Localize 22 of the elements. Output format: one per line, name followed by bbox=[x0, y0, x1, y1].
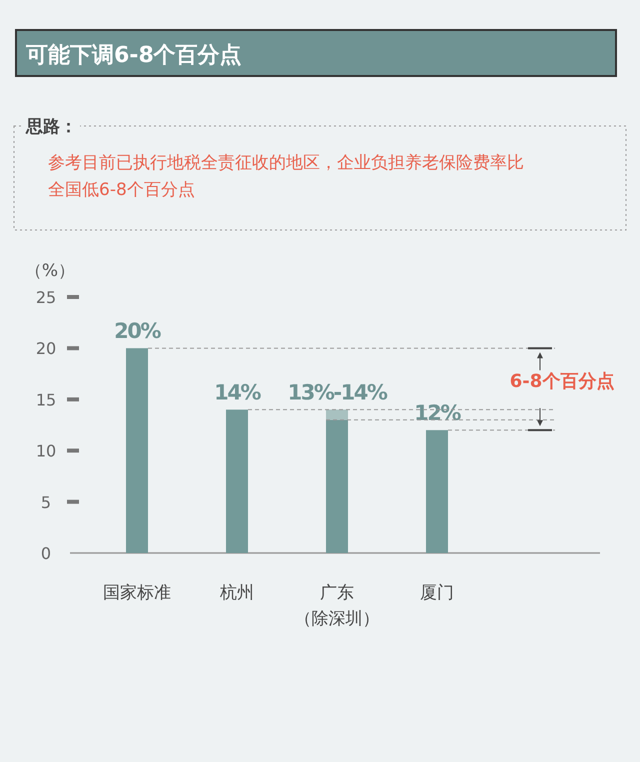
y-tick-label: 10 bbox=[36, 442, 56, 461]
y-tick-label: 5 bbox=[40, 492, 52, 512]
y-tick-label: 15 bbox=[36, 390, 56, 410]
chart-title: 可能下调6-8个百分点 bbox=[25, 43, 242, 68]
text: 思路： bbox=[25, 117, 77, 137]
data-label: 20% bbox=[114, 319, 162, 344]
y-axis-title: （%） bbox=[24, 261, 76, 281]
y-tick-label: 25 bbox=[36, 288, 56, 307]
x-tick-label: 广东（除深圳） bbox=[294, 583, 380, 629]
x-tick-label: 杭州 bbox=[219, 583, 254, 603]
y-tick-label: 20 bbox=[36, 339, 56, 358]
bar bbox=[226, 410, 248, 553]
annotation: 6-8个百分点 bbox=[510, 371, 614, 392]
y-tick-label: 0 bbox=[40, 544, 52, 563]
x-tick-label: 国家标准 bbox=[103, 583, 171, 603]
bar bbox=[426, 430, 448, 553]
data-label: 13%-14% bbox=[288, 380, 388, 405]
x-tick-label: 厦门 bbox=[420, 583, 454, 603]
text: 参考目前已执行地税全责征收的地区，企业负担养老保险费率比全国低6-8个百分点 bbox=[48, 153, 524, 200]
data-label: 12% bbox=[414, 401, 462, 426]
data-label: 14% bbox=[214, 380, 262, 405]
bar bbox=[126, 348, 148, 553]
